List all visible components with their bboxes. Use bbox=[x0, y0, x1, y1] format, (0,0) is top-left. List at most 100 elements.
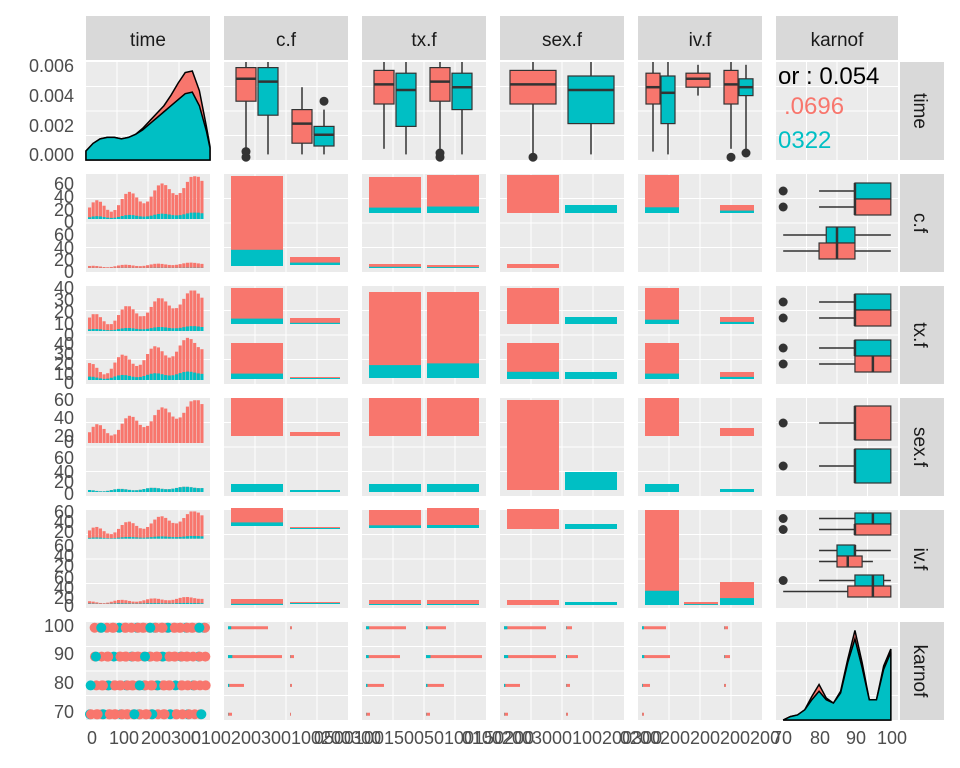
hist-cf-1-red bbox=[185, 262, 189, 268]
hist-ivf-2-red bbox=[175, 598, 179, 604]
hist-txf-1-red bbox=[131, 363, 135, 380]
hist-cf-0-teal bbox=[153, 214, 157, 219]
kbox-ivf-2-teal bbox=[854, 574, 885, 587]
hist-cf-1-red bbox=[95, 266, 99, 268]
hist-ivf-0-teal bbox=[138, 537, 142, 539]
hist-ivf-0-red bbox=[91, 527, 95, 539]
bar-cf-txf-2-teal bbox=[231, 373, 283, 379]
kbox-txf-0-red bbox=[854, 309, 892, 327]
hist-txf-0-red bbox=[131, 309, 135, 331]
hist-txf-0-teal bbox=[124, 328, 128, 331]
hist-txf-1-red bbox=[91, 364, 95, 380]
bar-cf-cf-0-teal bbox=[231, 249, 283, 266]
y-tick-ivf: 20 bbox=[54, 522, 74, 542]
hist-ivf-2-teal bbox=[182, 602, 186, 604]
hist-sexf-0-red bbox=[135, 420, 139, 443]
hbar-cf-0-teal bbox=[228, 683, 230, 687]
box-ivf-0-teal bbox=[660, 75, 676, 125]
hist-sexf-1-teal bbox=[146, 488, 150, 492]
scatter-point bbox=[122, 680, 133, 691]
x-tick-karnof: 80 bbox=[810, 728, 830, 748]
hist-cf-0-red bbox=[193, 176, 197, 219]
hist-ivf-0-teal bbox=[156, 536, 160, 539]
hist-cf-1-red bbox=[200, 263, 204, 268]
karnof-density-teal bbox=[782, 636, 892, 721]
hist-ivf-2-teal bbox=[120, 603, 124, 604]
hist-ivf-0-teal bbox=[167, 536, 171, 539]
bar-ivf-ivf-0-red bbox=[645, 510, 679, 605]
hist-ivf-2-teal bbox=[167, 603, 171, 604]
kbox-ivf-1-red bbox=[836, 555, 863, 568]
hist-txf-0-teal bbox=[135, 328, 139, 331]
hist-txf-1-red bbox=[88, 363, 92, 380]
hist-ivf-0-teal bbox=[91, 537, 95, 539]
scatter-point bbox=[92, 709, 103, 720]
hist-txf-1-teal bbox=[95, 377, 99, 380]
y-tick-cf: 40 bbox=[54, 187, 74, 207]
bar-txf-ivf-0-teal bbox=[369, 525, 421, 528]
hist-txf-1-red bbox=[156, 347, 160, 380]
hist-ivf-0-red bbox=[120, 525, 124, 539]
scatter-point bbox=[164, 651, 175, 662]
hist-ivf-2-red bbox=[200, 598, 204, 604]
hist-sexf-1-teal bbox=[91, 490, 95, 492]
hist-sexf-0-red bbox=[153, 415, 157, 443]
bar-cf-ivf-2-teal bbox=[231, 603, 283, 605]
hist-sexf-1-teal bbox=[178, 487, 182, 492]
hist-txf-1-red bbox=[175, 351, 179, 380]
hist-cf-0-red bbox=[127, 191, 131, 219]
box-sexf-0-red-outlier bbox=[528, 152, 538, 162]
hist-ivf-2-teal bbox=[146, 603, 150, 604]
bar-sexf-ivf-3-teal bbox=[565, 602, 617, 605]
hist-sexf-0-red bbox=[200, 404, 204, 443]
y-tick-ivf: 40 bbox=[54, 578, 74, 598]
bar-cf-ivf-1-teal bbox=[290, 528, 340, 529]
hist-txf-1-teal bbox=[138, 376, 142, 380]
hist-sexf-1-teal bbox=[189, 487, 193, 492]
hist-ivf-2-red bbox=[95, 602, 99, 604]
y-tick-time: 0.002 bbox=[29, 116, 74, 136]
box-txf-0-red bbox=[373, 69, 395, 105]
hist-ivf-2-teal bbox=[200, 603, 204, 604]
hist-sexf-0-red bbox=[182, 412, 186, 443]
hist-cf-1-red bbox=[88, 265, 92, 268]
hist-cf-0-teal bbox=[171, 215, 175, 219]
hist-ivf-0-teal bbox=[88, 537, 92, 539]
hbar-ivf-0-red bbox=[642, 626, 666, 630]
hist-ivf-0-teal bbox=[117, 537, 121, 539]
hist-txf-1-teal bbox=[117, 375, 121, 380]
hist-ivf-2-red bbox=[156, 598, 160, 604]
bar-txf-sexf-0-red bbox=[369, 398, 421, 436]
bar-ivf-txf-1-teal bbox=[720, 321, 754, 324]
hist-ivf-0-teal bbox=[131, 537, 135, 539]
hist-txf-1-red bbox=[146, 354, 150, 380]
hist-cf-0-teal bbox=[146, 216, 150, 219]
scatter-point bbox=[141, 709, 152, 720]
hist-txf-1-red bbox=[153, 346, 157, 380]
hist-txf-0-teal bbox=[167, 327, 171, 331]
hist-cf-0-red bbox=[160, 183, 164, 219]
hist-txf-0-red bbox=[175, 308, 179, 331]
hist-ivf-2-red bbox=[182, 597, 186, 604]
hist-txf-1-red bbox=[178, 345, 182, 380]
hist-sexf-0-red bbox=[88, 432, 92, 443]
scatter-point bbox=[110, 680, 121, 691]
bar-sexf-txf-0-red bbox=[507, 288, 559, 324]
hist-sexf-1-teal bbox=[167, 489, 171, 492]
hist-txf-0-red bbox=[91, 314, 95, 331]
hist-txf-0-teal bbox=[200, 327, 204, 331]
hist-txf-0-teal bbox=[153, 327, 157, 331]
hist-ivf-2-red bbox=[120, 599, 124, 604]
scatter-point bbox=[184, 709, 195, 720]
hbar-ivf-0-red bbox=[642, 683, 650, 687]
hist-txf-0-teal bbox=[127, 328, 131, 331]
hist-ivf-0-red bbox=[135, 525, 139, 539]
hist-cf-0-red bbox=[106, 209, 110, 219]
x-tick-sexf: 01002003000100200300 bbox=[462, 728, 662, 748]
bar-cf-sexf-0-red bbox=[231, 398, 283, 436]
hist-cf-0-teal bbox=[200, 213, 204, 219]
hist-ivf-0-teal bbox=[120, 537, 124, 539]
kbox-ivf-2-teal-outlier bbox=[778, 576, 788, 585]
y-tick-cf: 20 bbox=[54, 200, 74, 220]
hist-ivf-2-teal bbox=[142, 603, 146, 604]
